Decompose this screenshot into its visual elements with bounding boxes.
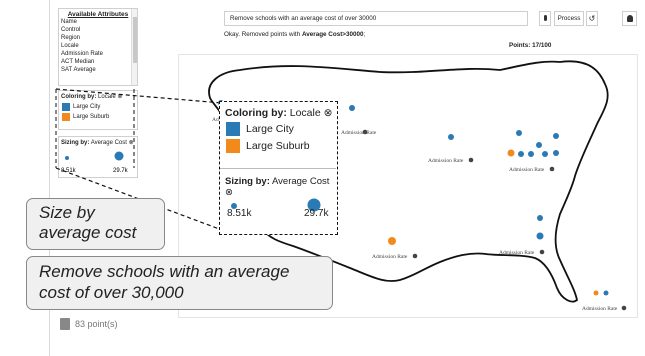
- map-point: [349, 105, 355, 111]
- map-label: Admission Rate: [428, 158, 464, 164]
- zoomed-size-legend: Sizing by: Average Cost ⊗ 8.51k 29.7k: [220, 171, 336, 233]
- attribute-item[interactable]: Locale: [61, 43, 79, 49]
- map-label: Admission Rate: [499, 250, 535, 256]
- query-input[interactable]: Remove schools with an average cost of o…: [224, 11, 528, 26]
- points-label: Points: 17/100: [509, 42, 552, 49]
- map-point: [516, 130, 522, 136]
- map-point: [536, 232, 544, 240]
- app-frame: [49, 0, 645, 356]
- legend-item: Large Suburb: [220, 139, 336, 153]
- zoomed-legend: Coloring by: Locale ⊗ Large City Large S…: [219, 101, 338, 235]
- attribute-list-scrollbar[interactable]: [131, 9, 137, 85]
- leader-line: [55, 167, 223, 231]
- size-legend-title: Sizing by: Average Cost ⊗: [61, 140, 134, 146]
- close-circle-icon[interactable]: ⊗: [225, 187, 233, 198]
- points-count: 83 point(s): [60, 315, 150, 333]
- scrollbar-thumb[interactable]: [133, 17, 137, 63]
- process-button[interactable]: Process: [554, 11, 584, 26]
- legend-item: Large City: [59, 102, 137, 112]
- close-circle-icon: [549, 166, 555, 172]
- legend-item: Large Suburb: [59, 112, 137, 122]
- size-max-symbol: [307, 198, 321, 212]
- trash-icon[interactable]: [60, 318, 70, 330]
- attribute-list-title: Available Attributes: [67, 11, 129, 18]
- bell-icon[interactable]: [622, 11, 637, 26]
- close-circle-icon: [468, 157, 474, 163]
- map-point: [536, 142, 542, 148]
- swatch-large-suburb: [62, 113, 70, 121]
- map-point: [542, 151, 548, 157]
- close-circle-icon: [621, 305, 627, 311]
- legend-item: Large City: [220, 122, 336, 136]
- map-panel: [178, 54, 638, 318]
- swatch-large-suburb: [226, 139, 240, 153]
- size-max-label: 29.7k: [304, 208, 329, 219]
- size-min-symbol: [231, 203, 237, 209]
- microphone-icon[interactable]: [539, 11, 551, 26]
- close-circle-icon: [412, 253, 418, 259]
- callout-line: Remove schools with an average: [39, 262, 290, 281]
- map-label: Admission Rate: [341, 130, 377, 136]
- sidebar: Available Attributes Name Control Region…: [58, 8, 170, 348]
- swatch-large-city: [62, 103, 70, 111]
- zoomed-size-legend-title: Sizing by: Average Cost ⊗: [225, 176, 330, 198]
- status-message: Okay. Removed points with Average Cost>3…: [224, 31, 366, 38]
- map-point: [593, 290, 599, 296]
- size-legend-symbols: 8.51k 29.7k: [61, 151, 129, 174]
- close-circle-icon: [362, 129, 368, 135]
- undo-icon[interactable]: ↺: [586, 11, 598, 26]
- zoomed-color-legend-title: Coloring by: Locale ⊗: [225, 107, 333, 119]
- color-legend: Coloring by: Locale ⊗ Large City Large S…: [58, 90, 138, 130]
- attribute-item[interactable]: Admission Rate: [61, 51, 104, 57]
- callout-line: Size by: [39, 203, 95, 222]
- attribute-list[interactable]: Available Attributes Name Control Region…: [58, 8, 138, 86]
- map-point: [388, 237, 396, 245]
- map-label: Admission Rate: [582, 306, 618, 312]
- map-label: Admission Rate: [372, 254, 408, 260]
- callout-size-by-cost: Size by average cost: [26, 198, 165, 250]
- callout-line: average cost: [39, 223, 137, 242]
- map-label: Admission Rate: [509, 167, 545, 173]
- zoomed-color-legend: Coloring by: Locale ⊗ Large City Large S…: [220, 102, 336, 166]
- attribute-item[interactable]: Name: [61, 19, 78, 25]
- zoomed-size-symbols: [231, 198, 321, 212]
- map-point: [553, 150, 559, 156]
- map-point: [448, 134, 454, 140]
- close-circle-icon[interactable]: ⊗: [323, 107, 333, 119]
- attribute-item[interactable]: ACT Median: [61, 59, 95, 65]
- map-point: [507, 149, 515, 157]
- size-max-label: 29.7k: [113, 168, 129, 174]
- color-legend-title: Coloring by: Locale ⊗: [61, 94, 123, 100]
- size-max-symbol: [114, 151, 124, 161]
- close-circle-icon[interactable]: ⊗: [128, 140, 134, 146]
- size-min-label: 8.51k: [61, 168, 77, 174]
- size-min-label: 8.51k: [227, 208, 252, 219]
- size-legend: Sizing by: Average Cost ⊗ 8.51k 29.7k: [58, 136, 138, 178]
- close-circle-icon: [539, 249, 545, 255]
- attribute-item[interactable]: SAT Average: [61, 67, 96, 73]
- leader-line: [55, 88, 223, 104]
- close-circle-icon[interactable]: ⊗: [117, 94, 123, 100]
- attribute-item[interactable]: Region: [61, 35, 81, 41]
- map-point: [528, 151, 534, 157]
- map-point: [553, 133, 559, 139]
- size-min-symbol: [65, 156, 69, 160]
- attribute-item[interactable]: Control: [61, 27, 81, 33]
- callout-line: cost of over 30,000: [39, 283, 184, 302]
- map-point: [603, 290, 609, 296]
- map-point: [537, 215, 543, 221]
- map-point: [518, 151, 524, 157]
- swatch-large-city: [226, 122, 240, 136]
- callout-remove-schools: Remove schools with an average cost of o…: [26, 256, 333, 310]
- divider: [220, 168, 336, 169]
